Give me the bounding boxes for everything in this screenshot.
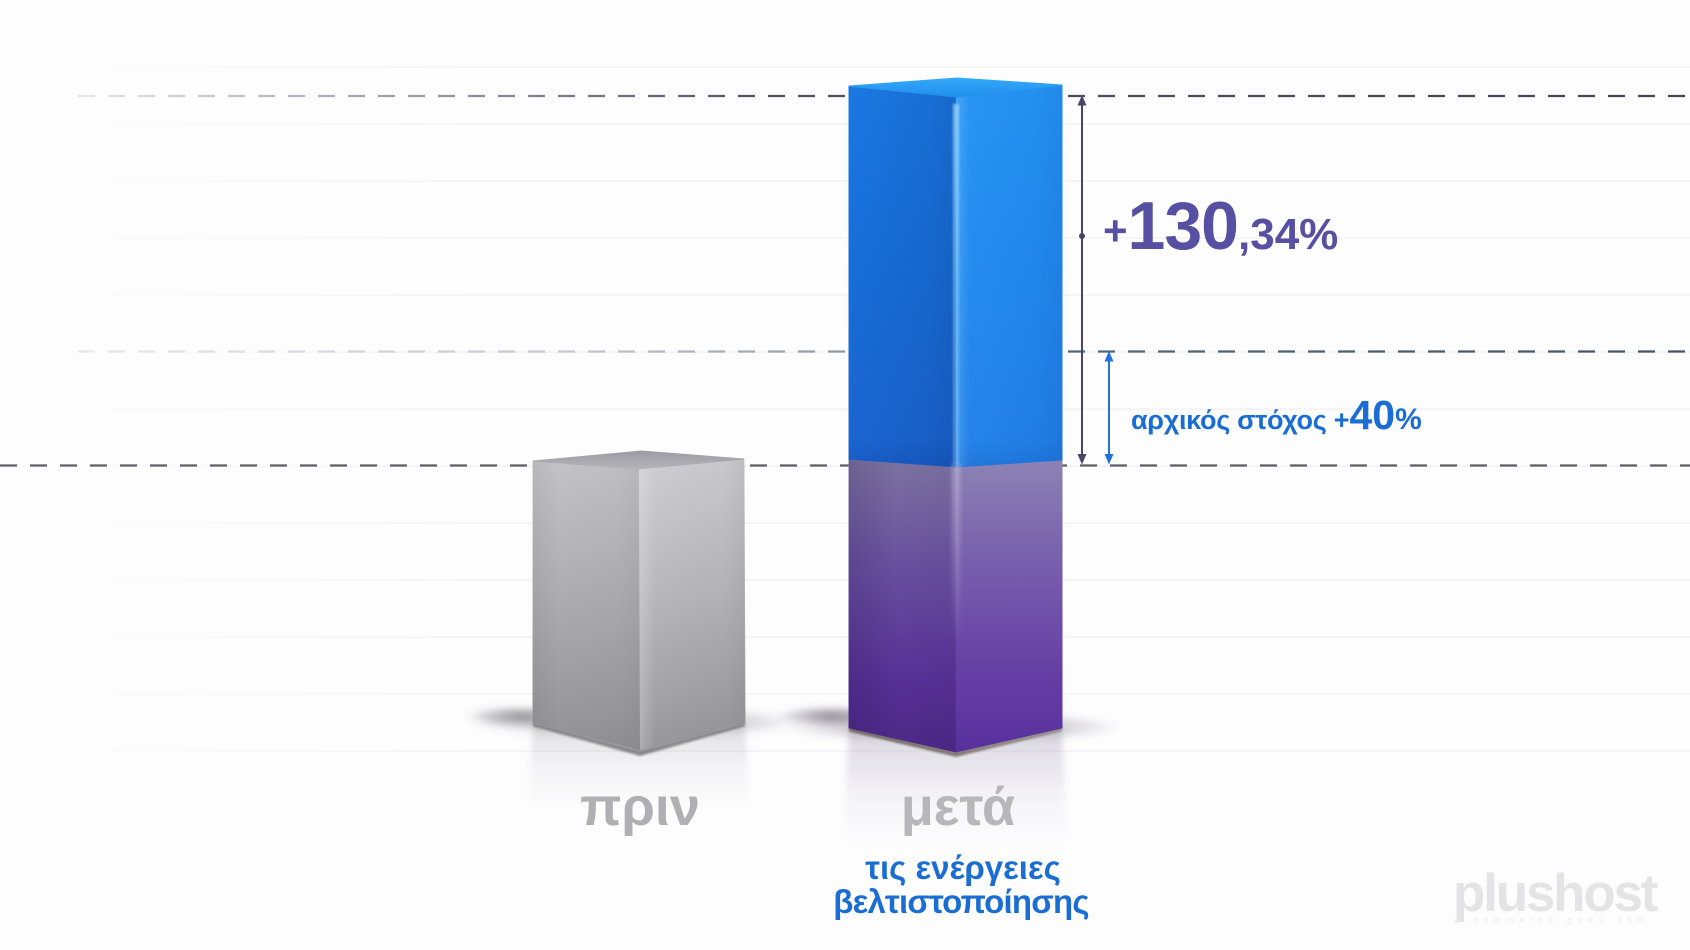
svg-text:πριν: πριν [580, 777, 700, 837]
svg-text:αρχικός στόχος +40%: αρχικός στόχος +40% [1131, 392, 1422, 438]
svg-text:μετά: μετά [901, 777, 1015, 837]
svg-text:βελτιστοποίησης: βελτιστοποίησης [833, 883, 1088, 920]
svg-text:e-commerce goes 360: e-commerce goes 360 [1454, 915, 1648, 925]
svg-text:plushost: plushost [1453, 864, 1658, 923]
svg-text:τις ενέργειες: τις ενέργειες [865, 849, 1061, 886]
svg-text:+130,34%: +130,34% [1103, 188, 1338, 264]
